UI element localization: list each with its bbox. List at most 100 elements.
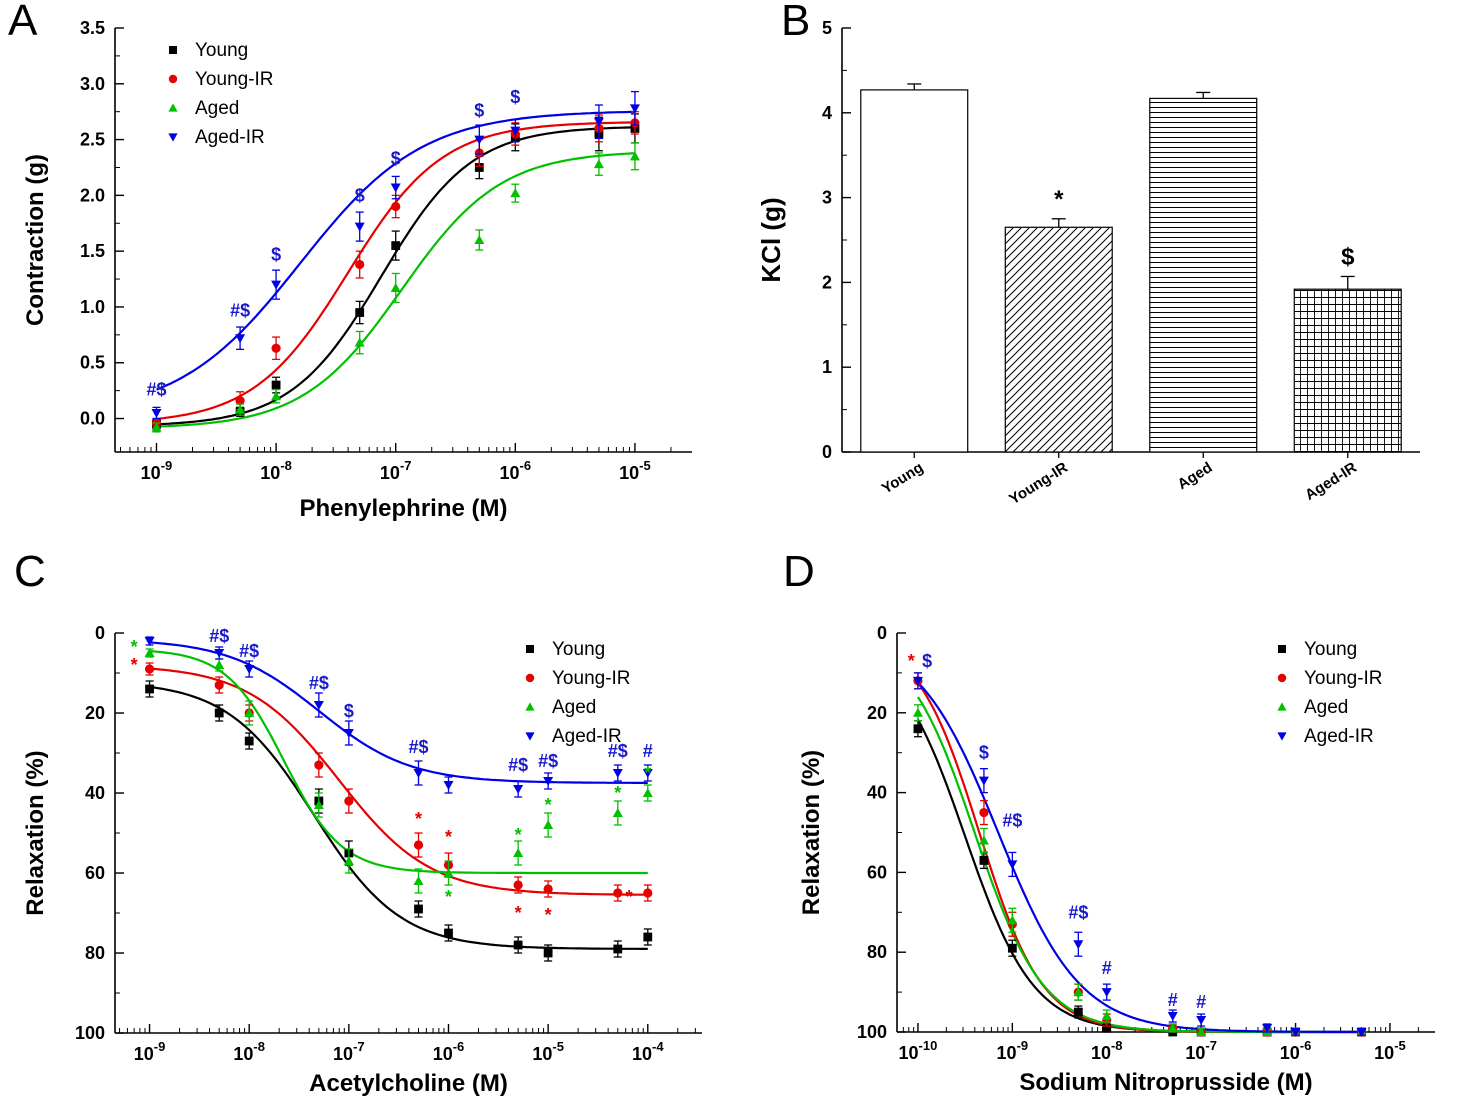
series-Aged xyxy=(912,704,1367,1036)
legend: Young Young-IR Aged Aged-IR xyxy=(1277,639,1383,747)
svg-text:60: 60 xyxy=(867,862,887,882)
x-ticks: 10-9 10-8 10-7 10-6 10-5 xyxy=(119,443,672,483)
panel-d: D 10-10 10-9 10-8 10-7 10-6 10-5 0 20 40 60 80 100 S… xyxy=(737,545,1475,1118)
svg-text:Aged: Aged xyxy=(1304,697,1348,718)
series-Aged-IR xyxy=(144,636,653,798)
svg-text:10-5: 10-5 xyxy=(1374,1038,1406,1063)
svg-text:$: $ xyxy=(979,743,989,763)
y-ticks: 0 1 2 3 4 5 xyxy=(822,18,851,462)
svg-text:2.0: 2.0 xyxy=(80,185,105,205)
bars: *$ xyxy=(860,83,1402,458)
svg-text:10-5: 10-5 xyxy=(532,1039,564,1064)
svg-text:10-10: 10-10 xyxy=(899,1038,938,1063)
svg-text:10-8: 10-8 xyxy=(1091,1038,1123,1063)
bar-Young xyxy=(860,89,969,453)
svg-text:*: * xyxy=(545,905,552,925)
y-ticks: 0 20 40 60 80 100 xyxy=(857,623,906,1042)
svg-text:Young-IR: Young-IR xyxy=(195,69,274,90)
svg-text:2: 2 xyxy=(822,272,832,292)
significance-symbol: * xyxy=(1054,186,1064,213)
svg-text:#$: #$ xyxy=(1002,811,1022,831)
y-axis-label: Contraction (g) xyxy=(22,154,49,326)
svg-text:3.0: 3.0 xyxy=(80,74,105,94)
svg-text:*: * xyxy=(131,637,138,657)
y-axis-label: KCl (g) xyxy=(756,197,786,282)
svg-text:*: * xyxy=(415,809,422,829)
svg-text:#: # xyxy=(1168,990,1178,1010)
x-axis-label: Acetylcholine (M) xyxy=(309,1070,508,1097)
svg-text:2.5: 2.5 xyxy=(80,130,105,150)
svg-text:Young: Young xyxy=(1304,639,1357,660)
y-axis-label: Relaxation (%) xyxy=(22,750,49,915)
series-Aged-IR xyxy=(151,90,640,420)
svg-text:10-8: 10-8 xyxy=(260,458,292,483)
axes xyxy=(114,633,702,1034)
svg-text:60: 60 xyxy=(85,863,105,883)
svg-text:#$: #$ xyxy=(508,755,528,775)
y-axis-label: Relaxation (%) xyxy=(798,750,825,915)
svg-text:#: # xyxy=(1196,992,1206,1012)
svg-text:10-9: 10-9 xyxy=(997,1038,1029,1063)
svg-text:Aged: Aged xyxy=(195,98,239,119)
significance-annotations: * $ $ #$ #$ # # # xyxy=(908,651,1206,1012)
svg-text:5: 5 xyxy=(822,18,832,38)
svg-text:#: # xyxy=(1102,958,1112,978)
svg-text:#$: #$ xyxy=(608,741,628,761)
bar-Aged-IR xyxy=(1293,288,1402,453)
svg-text:*: * xyxy=(626,887,633,907)
svg-text:100: 100 xyxy=(75,1023,105,1043)
axes xyxy=(114,28,692,453)
axes xyxy=(896,633,1435,1033)
panel-letter-d: D xyxy=(783,547,815,596)
bar-label-Young: Young xyxy=(879,459,927,498)
svg-text:*: * xyxy=(445,827,452,847)
svg-text:0: 0 xyxy=(877,623,887,643)
svg-text:Young: Young xyxy=(552,639,605,660)
significance-symbol: $ xyxy=(1341,243,1355,270)
svg-text:$: $ xyxy=(355,185,365,205)
svg-text:#$: #$ xyxy=(230,300,250,320)
panel-letter-a: A xyxy=(8,0,38,45)
svg-text:10-7: 10-7 xyxy=(1185,1038,1217,1063)
svg-text:10-8: 10-8 xyxy=(233,1039,265,1064)
chart-c-relaxation-acetylcholine: 10-9 10-8 10-7 10-6 10-5 10-4 0 20 40 60 80 100 Acet… xyxy=(22,623,702,1097)
panel-letter-b: B xyxy=(781,0,811,45)
svg-text:#$: #$ xyxy=(146,380,166,400)
svg-text:10-9: 10-9 xyxy=(141,458,173,483)
x-ticks: 10-10 10-9 10-8 10-7 10-6 10-5 xyxy=(899,1023,1419,1063)
svg-text:40: 40 xyxy=(867,783,887,803)
svg-text:Aged-IR: Aged-IR xyxy=(552,726,622,747)
svg-text:#$: #$ xyxy=(408,737,428,757)
svg-text:20: 20 xyxy=(85,703,105,723)
svg-text:10-6: 10-6 xyxy=(433,1039,465,1064)
svg-text:1.0: 1.0 xyxy=(80,297,105,317)
svg-text:3: 3 xyxy=(822,188,832,208)
svg-text:80: 80 xyxy=(85,943,105,963)
svg-text:*: * xyxy=(644,763,651,783)
svg-text:10-6: 10-6 xyxy=(1280,1038,1312,1063)
svg-text:Young-IR: Young-IR xyxy=(552,668,631,689)
bar-label-Aged-IR: Aged-IR xyxy=(1302,459,1360,504)
panel-a: A 10-9 10-8 10-7 10-6 10-5 0.0 0.5 1.0 1.5 2.0 2.5… xyxy=(0,0,737,545)
legend: Young Young-IR Aged Aged-IR xyxy=(168,40,274,148)
svg-text:80: 80 xyxy=(867,942,887,962)
svg-text:1: 1 xyxy=(822,357,832,377)
svg-text:*: * xyxy=(545,795,552,815)
svg-text:*: * xyxy=(131,655,138,675)
bar-label-Aged: Aged xyxy=(1175,459,1216,493)
svg-text:Young-IR: Young-IR xyxy=(1304,668,1383,689)
svg-text:$: $ xyxy=(474,101,484,121)
series-Young xyxy=(145,680,653,962)
y-ticks: 0.0 0.5 1.0 1.5 2.0 2.5 3.0 3.5 xyxy=(80,18,124,429)
svg-text:$: $ xyxy=(510,87,520,107)
series-Aged xyxy=(144,648,653,894)
x-ticks: 10-9 10-8 10-7 10-6 10-5 10-4 xyxy=(119,1024,696,1064)
fit-curves xyxy=(149,641,648,950)
svg-text:$: $ xyxy=(271,245,281,265)
panel-b: B 0 1 2 3 4 5 KCl (g) * $ Young Young-IR Aged Aged-I… xyxy=(737,0,1475,545)
series-Aged-IR xyxy=(912,672,1367,1037)
significance-annotations: **#$#$#$$#$#$ #$ #$ #*** ******* xyxy=(131,626,653,925)
svg-text:Young: Young xyxy=(195,40,248,61)
svg-text:40: 40 xyxy=(85,783,105,803)
